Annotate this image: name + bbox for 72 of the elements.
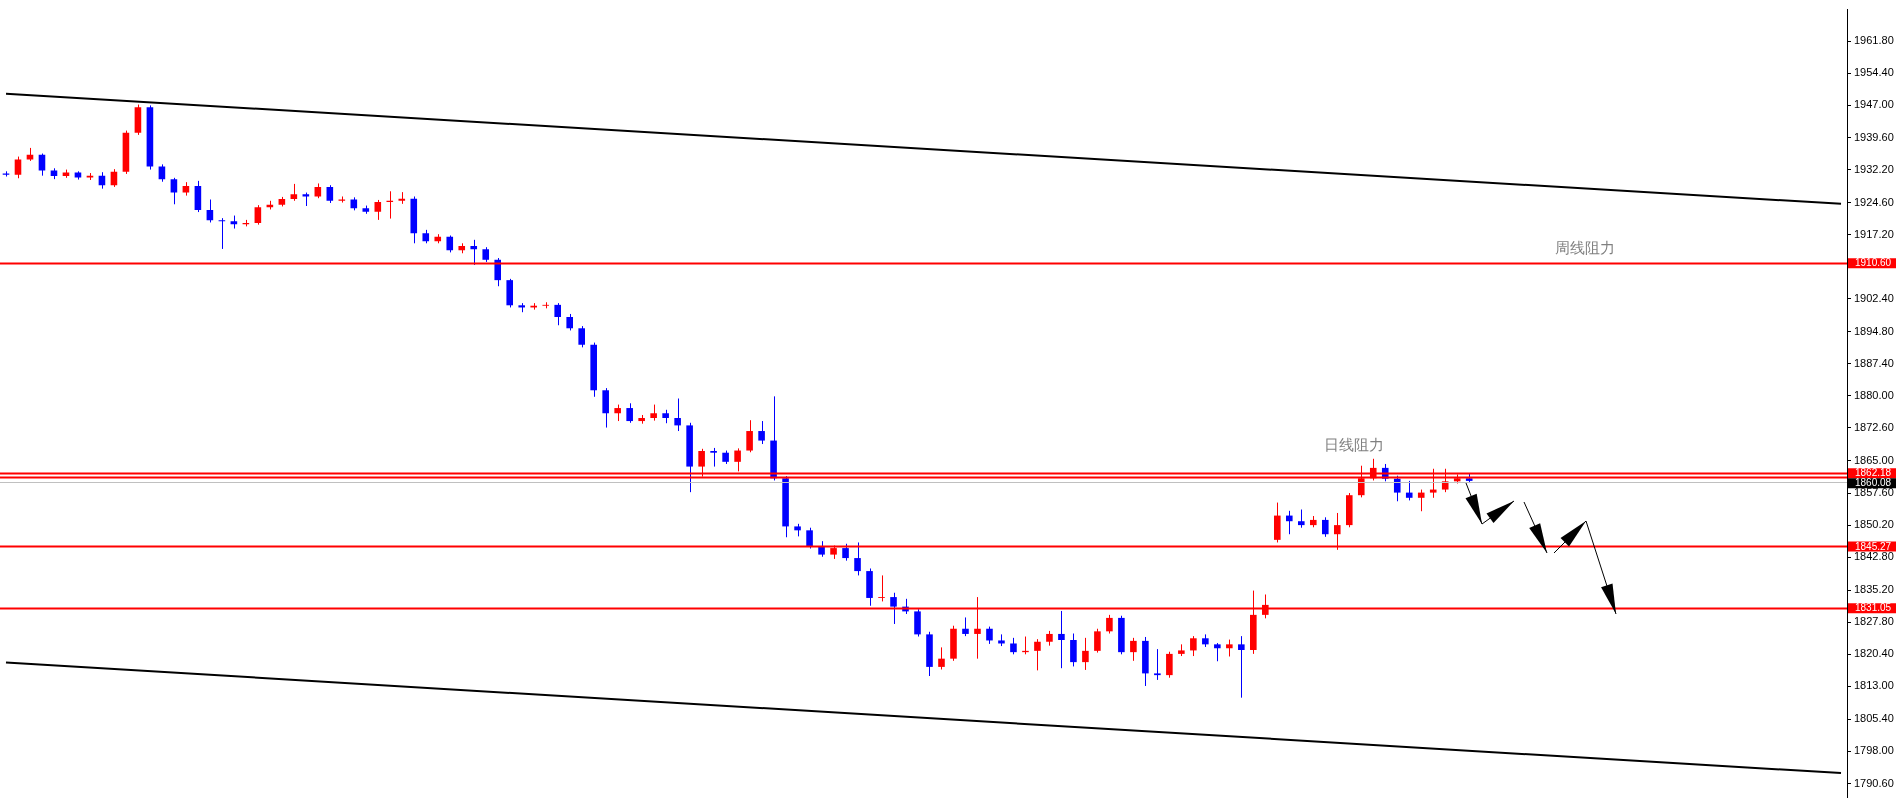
annotation: 日线阻力 [1323, 435, 1384, 454]
y-tick-label: 1790.60 [1854, 776, 1894, 789]
ref-line-label: 1860.08 [1855, 477, 1892, 489]
candlestick [1106, 614, 1113, 635]
candlestick [1417, 489, 1425, 512]
candlestick [962, 616, 969, 637]
y-tick-label: 1924.60 [1854, 195, 1894, 208]
y-tick-label: 1820.40 [1854, 647, 1894, 660]
ref-line-label: 1845.27 [1855, 540, 1892, 552]
y-tick-label: 1894.80 [1854, 324, 1894, 337]
ref-line-label: 1910.60 [1855, 257, 1892, 269]
candlestick [218, 217, 226, 250]
y-tick-label: 1961.80 [1854, 34, 1894, 47]
candlestick [1214, 642, 1221, 662]
candlestick [734, 447, 741, 472]
y-tick-label: 1842.80 [1854, 550, 1894, 563]
candlestick [1405, 480, 1413, 501]
annotation: 周线阻力 [1554, 238, 1615, 257]
y-tick-label: 1880.00 [1854, 388, 1894, 401]
y-tick-label: 1857.60 [1854, 486, 1894, 499]
candlestick [1082, 637, 1089, 671]
candlestick [758, 420, 765, 445]
candlestick [854, 541, 861, 576]
candlestick [1058, 610, 1065, 669]
y-tick-label: 1947.00 [1854, 98, 1894, 111]
y-tick-label: 1835.20 [1854, 583, 1894, 596]
y-tick-label: 1850.20 [1854, 518, 1894, 531]
y-tick-label: 1872.60 [1854, 421, 1894, 434]
y-tick-label: 1827.80 [1854, 615, 1894, 628]
candlestick [674, 398, 681, 432]
candlestick [170, 177, 178, 205]
ref-line-label: 1862.18 [1855, 467, 1892, 479]
candlestick [1130, 637, 1137, 662]
candlestick [1238, 635, 1245, 699]
candlestick [254, 204, 262, 226]
candlestick [938, 646, 945, 670]
candlestick [194, 180, 202, 213]
y-tick-label: 1887.40 [1854, 356, 1894, 369]
y-tick-label: 1954.40 [1854, 66, 1894, 79]
candlestick [1321, 516, 1329, 538]
candlestick [1070, 633, 1077, 667]
candlestick [1190, 635, 1197, 657]
candlestick [1034, 638, 1041, 671]
y-tick-label: 1902.40 [1854, 291, 1894, 304]
candlestick [554, 302, 561, 326]
candlestick [494, 257, 502, 287]
y-tick-label: 1939.60 [1854, 130, 1894, 143]
candlestick [374, 199, 382, 221]
y-tick-label: 1865.00 [1854, 453, 1894, 466]
y-tick-label: 1917.20 [1854, 227, 1894, 240]
candlestick [14, 156, 22, 179]
candlestick [1154, 648, 1161, 681]
candlestick [1094, 628, 1101, 654]
candlestick [602, 387, 609, 429]
y-tick-label: 1932.20 [1854, 162, 1894, 175]
candlestick [710, 447, 717, 468]
candlestick [578, 325, 585, 348]
ref-line-label: 1831.05 [1855, 602, 1892, 614]
candlestick [878, 574, 885, 602]
y-tick-label: 1798.00 [1854, 744, 1894, 757]
candlestick [1166, 651, 1173, 679]
candlestick [746, 419, 753, 453]
candlestick [1286, 510, 1293, 535]
candlestick [1393, 475, 1401, 502]
candlestick [890, 592, 897, 625]
candlestick [914, 608, 921, 638]
candlestick [806, 527, 813, 550]
candlestick [1298, 509, 1305, 529]
candlestick [470, 239, 478, 266]
candlestick [626, 402, 633, 424]
y-tick-label: 1805.40 [1854, 712, 1894, 725]
y-tick-label: 1813.00 [1854, 679, 1894, 692]
